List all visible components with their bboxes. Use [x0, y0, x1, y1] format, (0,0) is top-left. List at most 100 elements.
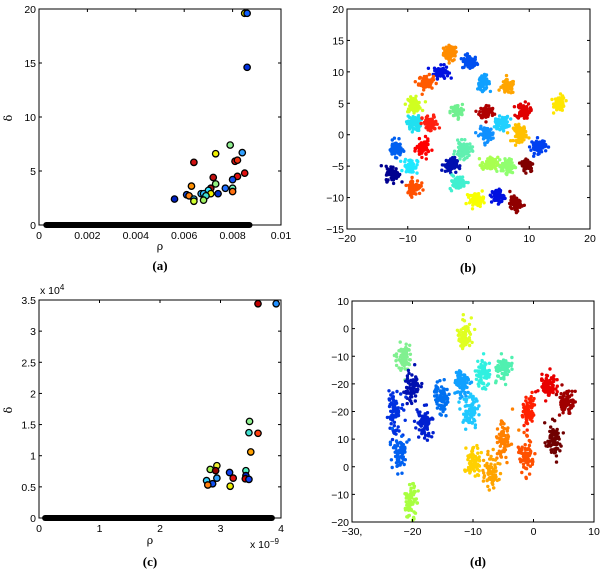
- data-point: [225, 468, 234, 477]
- y-tick-label: −15: [326, 224, 344, 236]
- cluster: [520, 390, 537, 438]
- y-tick-label: −10: [331, 489, 349, 501]
- cluster: [507, 189, 526, 215]
- data-point: [203, 481, 212, 489]
- cluster: [403, 481, 420, 522]
- data-point: [190, 197, 198, 206]
- cluster: [379, 164, 404, 186]
- cluster: [463, 443, 483, 478]
- panel-d-label: (d): [470, 554, 486, 569]
- data-point: [190, 158, 198, 167]
- y-tick-label: 10: [337, 434, 349, 446]
- data-point: [229, 474, 238, 482]
- panel-c-y-multiplier: x 104: [40, 283, 65, 297]
- x-tick-label: 0.002: [74, 230, 100, 242]
- x-tick-label: 0: [36, 523, 42, 535]
- x-tick-label: 0.01: [271, 230, 292, 242]
- cluster: [516, 430, 537, 481]
- y-tick-label: 10: [337, 296, 349, 308]
- data-point: [233, 156, 242, 165]
- x-tick-label: 0.006: [171, 230, 197, 242]
- cluster: [432, 378, 451, 418]
- y-tick-label: 10: [332, 67, 344, 79]
- cluster: [388, 136, 406, 160]
- y-tick-label: 15: [332, 35, 344, 47]
- cluster: [455, 313, 477, 351]
- cluster: [419, 113, 442, 133]
- cluster: [459, 52, 480, 71]
- x-tick-label: 0: [36, 230, 42, 242]
- data-point: [226, 141, 235, 149]
- data-point: [243, 63, 251, 72]
- cluster: [505, 122, 531, 147]
- y-tick-label: 2.5: [21, 357, 36, 369]
- panel-c-points: [42, 299, 281, 521]
- panel-b-label: (b): [460, 260, 476, 275]
- cluster: [392, 340, 413, 382]
- y-tick-label: 0.5: [21, 482, 36, 494]
- y-tick-label: 5: [30, 166, 36, 178]
- data-point: [214, 189, 222, 198]
- panel-c-label: (c): [143, 554, 157, 569]
- cluster: [495, 157, 518, 177]
- cluster: [399, 157, 420, 175]
- cluster: [440, 155, 462, 175]
- cluster: [554, 383, 577, 417]
- data-point: [187, 182, 196, 190]
- y-tick-label: 1.5: [21, 420, 36, 432]
- cluster: [494, 352, 514, 387]
- x-tick-label: −30,: [342, 526, 363, 538]
- panel-b: −20 −10 0 10 20 −15 −10 −5 0 5 10 15 20 (b): [326, 4, 596, 275]
- panel-d-points: [385, 313, 577, 522]
- y-tick-label: −10: [326, 193, 344, 205]
- x-tick-label: −20: [338, 233, 356, 245]
- cluster: [388, 426, 411, 476]
- cluster: [474, 103, 497, 124]
- panel-a-points: [43, 9, 253, 228]
- data-point: [211, 149, 220, 158]
- cluster: [402, 363, 424, 406]
- cluster: [403, 94, 428, 121]
- x-tick-label: 0.004: [123, 230, 149, 242]
- y-tick-label: 0: [30, 513, 36, 525]
- cluster: [481, 447, 503, 492]
- cluster: [477, 155, 502, 171]
- panel-a: 0 0.002 0.004 0.006 0.008 0.01 0 5 10 15 20 ρ δ (a…: [2, 4, 291, 273]
- cluster: [464, 189, 486, 211]
- y-tick-label: 20: [332, 4, 344, 16]
- y-tick-label: 0: [343, 462, 349, 474]
- data-point: [272, 299, 281, 308]
- x-tick-label: 20: [584, 233, 596, 245]
- cluster: [494, 407, 521, 465]
- x-tick-label: −10: [464, 526, 482, 538]
- y-tick-label: 3: [30, 326, 36, 338]
- cluster: [517, 157, 535, 175]
- data-point: [243, 9, 251, 18]
- y-tick-label: 15: [24, 58, 36, 70]
- cluster: [426, 62, 453, 81]
- y-tick-label: 20: [24, 4, 36, 16]
- x-tick-label: 10: [523, 233, 535, 245]
- y-tick-label: −10: [331, 351, 349, 363]
- cluster: [448, 102, 466, 121]
- cluster: [488, 187, 507, 206]
- cluster: [473, 352, 492, 391]
- data-point: [240, 169, 249, 178]
- data-point: [211, 180, 220, 188]
- cluster: [453, 369, 474, 400]
- x-tick-label: 4: [278, 523, 284, 535]
- data-point: [245, 428, 253, 437]
- cluster: [476, 72, 493, 94]
- data-point: [170, 195, 179, 203]
- cluster: [441, 43, 458, 65]
- y-tick-label: 10: [24, 112, 36, 124]
- cluster: [527, 136, 551, 158]
- y-tick-label: 0: [338, 130, 344, 142]
- panel-c-axes-box: [38, 299, 282, 519]
- cluster: [412, 403, 435, 442]
- panel-a-ylabel: δ: [2, 114, 15, 121]
- x-tick-label: 3: [218, 523, 224, 535]
